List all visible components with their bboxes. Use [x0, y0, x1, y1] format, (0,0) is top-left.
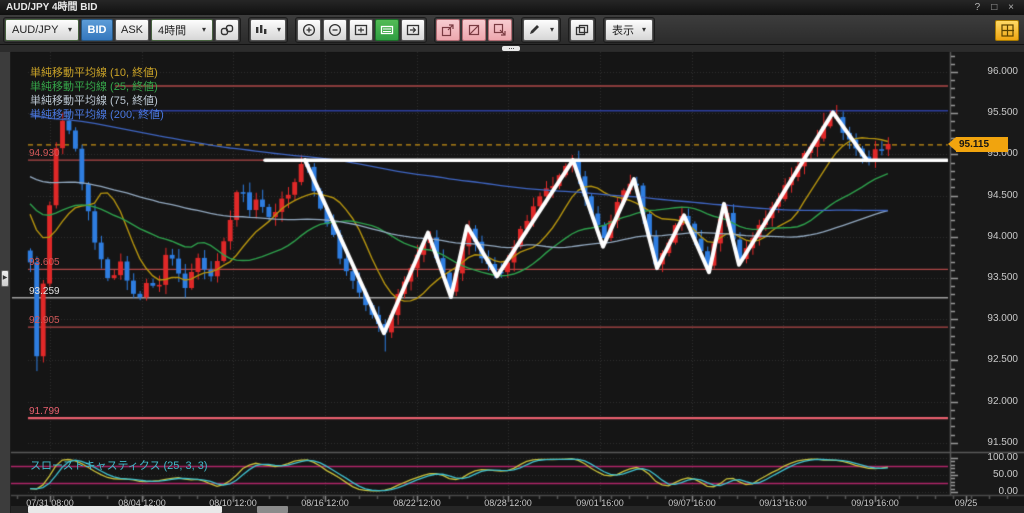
- scrollbar-segment[interactable]: [257, 506, 288, 513]
- scrollbar-thumb[interactable]: [28, 506, 222, 513]
- horizontal-scrollbar[interactable]: [11, 506, 1024, 513]
- current-price-badge: 95.115: [948, 137, 1008, 152]
